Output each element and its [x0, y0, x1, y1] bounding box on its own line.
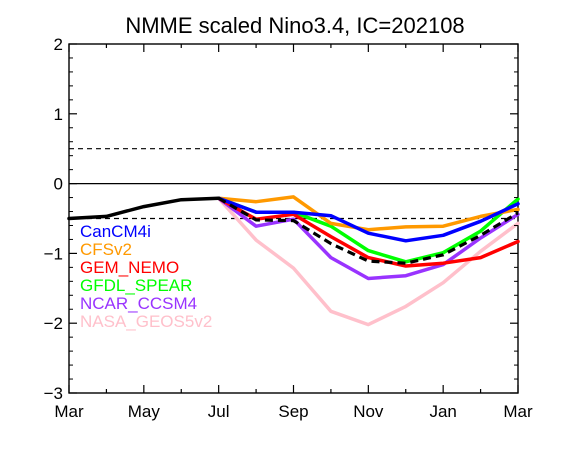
- legend: CanCM4iCFSv2GEM_NEMOGFDL_SPEARNCAR_CCSM4…: [80, 222, 212, 331]
- reference-lines: [69, 148, 518, 220]
- chart-title: NMME scaled Nino3.4, IC=202108: [125, 13, 464, 38]
- legend-label-cancm4i: CanCM4i: [80, 222, 151, 241]
- series-line-ncar-ccsm4: [216, 196, 520, 281]
- x-tick-label: Sep: [278, 402, 308, 421]
- ensemble-mean-line: [217, 196, 519, 265]
- legend-label-cfsv2: CFSv2: [80, 240, 132, 259]
- y-tick-label: −3: [44, 384, 63, 403]
- y-tick-label: −1: [44, 244, 63, 263]
- x-tick-label: Mar: [503, 402, 533, 421]
- x-tick-label: Mar: [54, 402, 84, 421]
- series-line-gem-nemo: [216, 196, 520, 268]
- legend-label-ncar-ccsm4: NCAR_CCSM4: [80, 294, 197, 313]
- legend-label-gem-nemo: GEM_NEMO: [80, 258, 179, 277]
- legend-label-nasa-geos5v2: NASA_GEOS5v2: [80, 312, 212, 331]
- series-lines: [67, 195, 520, 327]
- series-line-cfsv2: [216, 195, 520, 232]
- x-tick-label: Jul: [208, 402, 230, 421]
- series-line-nasa-geos5v2: [216, 196, 520, 327]
- y-tick-label: 2: [54, 35, 63, 54]
- y-tick-label: 0: [54, 175, 63, 194]
- x-tick-label: Nov: [353, 402, 384, 421]
- x-tick-label: Jan: [429, 402, 456, 421]
- x-tick-label: May: [128, 402, 161, 421]
- legend-label-gfdl-spear: GFDL_SPEAR: [80, 276, 192, 295]
- observed-line: [67, 196, 221, 221]
- y-tick-label: −2: [44, 314, 63, 333]
- series-line-cancm4i: [216, 196, 520, 243]
- y-tick-label: 1: [54, 105, 63, 124]
